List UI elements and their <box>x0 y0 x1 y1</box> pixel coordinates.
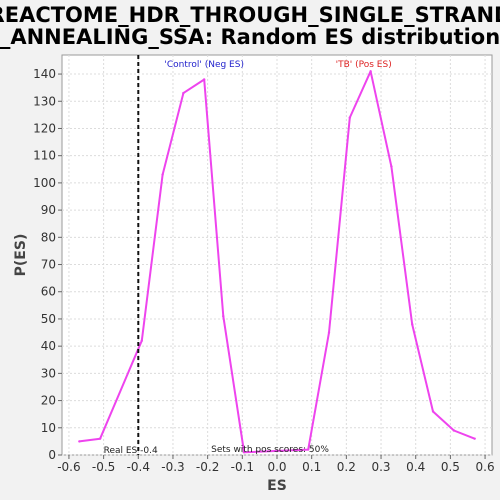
y-tick-label: 0 <box>48 448 56 462</box>
data-point <box>452 429 456 432</box>
x-tick-label: -0.5 <box>92 460 115 474</box>
x-axis-label: ES <box>267 478 287 494</box>
x-tick-label: 0.2 <box>337 460 356 474</box>
y-tick-label: 110 <box>33 149 56 163</box>
data-point <box>390 165 393 168</box>
real-es-label: Real ES -0.4 <box>104 446 158 456</box>
x-tick-label: -0.6 <box>57 460 80 474</box>
data-point <box>140 339 143 342</box>
y-tick-label: 130 <box>33 94 56 108</box>
data-point <box>473 437 476 440</box>
y-tick-label: 90 <box>41 203 56 217</box>
pos-scores-label: Sets with pos scores: 50% <box>211 445 329 455</box>
data-point <box>348 116 352 119</box>
data-point <box>222 315 225 318</box>
grid-lines <box>62 55 492 456</box>
data-point <box>242 451 246 454</box>
data-point <box>369 70 372 73</box>
chart-title-line-1: REACTOME_HDR_THROUGH_SINGLE_STRAND <box>0 3 500 27</box>
chart-title-line-2: _ANNEALING_SSA: Random ES distribution <box>0 25 500 49</box>
x-tick-label: 0.4 <box>406 460 425 474</box>
x-tick-label: -0.3 <box>161 460 184 474</box>
data-point <box>431 410 435 413</box>
axis-ticks: 0 10 20 30 40 50 60 70 80 90 100 110 120 130 140 -0.6 -0… <box>33 67 495 474</box>
pos-es-label: 'TB' (Pos ES) <box>336 60 392 70</box>
data-point <box>327 331 331 334</box>
data-point <box>98 437 102 440</box>
x-tick-label: -0.2 <box>196 460 219 474</box>
neg-es-label: 'Control' (Neg ES) <box>164 60 244 70</box>
data-point <box>182 91 185 95</box>
data-point <box>411 323 414 326</box>
data-point <box>78 440 81 443</box>
data-point <box>307 448 310 451</box>
x-tick-label: 0.6 <box>476 460 495 474</box>
y-tick-label: 50 <box>41 312 56 326</box>
y-tick-label: 60 <box>41 285 56 299</box>
data-point <box>161 173 164 176</box>
y-tick-label: 80 <box>41 230 56 244</box>
x-tick-label: -0.4 <box>127 460 150 474</box>
y-tick-label: 30 <box>41 366 56 380</box>
y-tick-label: 70 <box>41 258 56 272</box>
series-layer <box>78 70 476 454</box>
y-axis-label: P(ES) <box>13 234 29 277</box>
x-tick-label: 0.5 <box>441 460 460 474</box>
x-tick-label: 0.0 <box>267 460 286 474</box>
x-tick-label: 0.3 <box>371 460 390 474</box>
x-tick-label: -0.1 <box>231 460 254 474</box>
y-tick-label: 10 <box>41 421 56 435</box>
x-tick-label: 0.1 <box>302 460 321 474</box>
y-tick-label: 40 <box>41 339 56 353</box>
y-tick-label: 120 <box>33 121 56 135</box>
data-point <box>202 78 206 81</box>
y-tick-label: 100 <box>33 176 56 190</box>
y-tick-label: 140 <box>33 67 56 81</box>
y-tick-label: 20 <box>41 394 56 408</box>
